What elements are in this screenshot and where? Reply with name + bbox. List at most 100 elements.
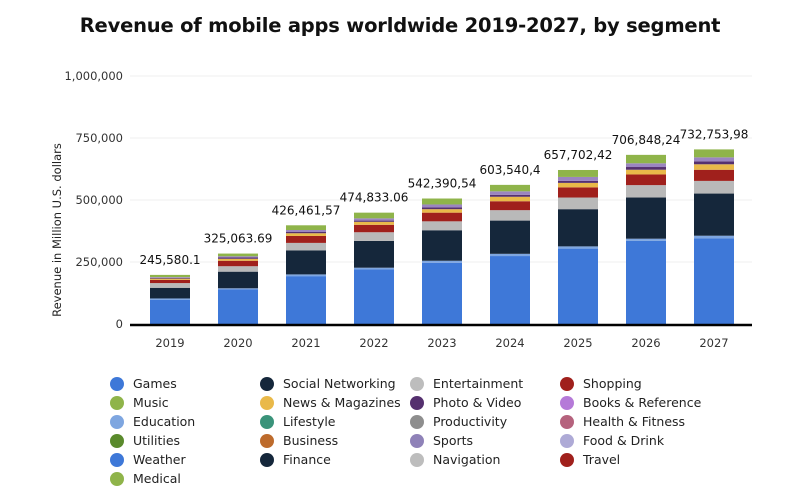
bar-segment-photo-video bbox=[422, 207, 462, 210]
bar-segment-shopping bbox=[422, 212, 462, 222]
bar-segment-education bbox=[558, 246, 598, 249]
bar-segment-photo-video bbox=[286, 231, 326, 234]
bar-segment-news-magazines bbox=[694, 164, 734, 170]
legend-item: Utilities bbox=[110, 432, 260, 449]
bar-segment-social-networking bbox=[490, 220, 530, 254]
bar-segment-games bbox=[150, 299, 190, 324]
bar-segment-education bbox=[354, 267, 394, 270]
bar-segment-books-reference bbox=[626, 163, 666, 168]
bar-segment-education bbox=[422, 260, 462, 263]
legend-dot-icon bbox=[110, 433, 124, 448]
x-tick-label: 2021 bbox=[291, 336, 320, 350]
legend-item: Social Networking bbox=[260, 375, 410, 392]
bar-segment-entertainment bbox=[490, 210, 530, 221]
bar-segment-shopping bbox=[490, 201, 530, 211]
bar-segment-music bbox=[490, 184, 530, 192]
bar-segment-news-magazines bbox=[490, 196, 530, 202]
x-tick-label: 2027 bbox=[699, 336, 728, 350]
total-value-label: 542,390,54 bbox=[408, 177, 477, 191]
x-tick-label: 2020 bbox=[223, 336, 252, 350]
total-value-label: 245,580.1 bbox=[139, 253, 200, 267]
bar-segment-education bbox=[218, 288, 258, 290]
legend-dot-icon bbox=[410, 395, 424, 410]
legend-item: Education bbox=[110, 413, 260, 430]
legend-label: Food & Drink bbox=[583, 433, 665, 448]
bar-segment-news-magazines bbox=[422, 209, 462, 213]
bar-segment-news-magazines bbox=[218, 258, 258, 261]
legend-dot-icon bbox=[260, 452, 274, 467]
bar-segment-photo-video bbox=[626, 167, 666, 170]
bar-segment-social-networking bbox=[694, 193, 734, 236]
bar-segment-social-networking bbox=[558, 209, 598, 247]
legend-label: Health & Fitness bbox=[583, 414, 686, 429]
bar-segment-shopping bbox=[286, 235, 326, 243]
x-tick-label: 2022 bbox=[359, 336, 388, 350]
bar-segment-books-reference bbox=[150, 277, 190, 278]
bar-segment-entertainment bbox=[558, 197, 598, 210]
bar-segment-games bbox=[218, 289, 258, 324]
legend-dot-icon bbox=[260, 376, 274, 391]
bar-segment-photo-video bbox=[490, 194, 530, 197]
bar-segment-music bbox=[150, 274, 190, 278]
total-value-label: 474,833.06 bbox=[340, 191, 409, 205]
legend-label: Shopping bbox=[583, 376, 642, 391]
bar-segment-social-networking bbox=[626, 197, 666, 239]
x-tick-label: 2024 bbox=[495, 336, 524, 350]
bar-segment-games bbox=[422, 262, 462, 324]
legend-label: Entertainment bbox=[433, 376, 524, 391]
bar-segment-games bbox=[626, 240, 666, 324]
legend-item: Travel bbox=[560, 451, 710, 468]
legend-label: Books & Reference bbox=[583, 395, 702, 410]
legend-label: Travel bbox=[583, 452, 621, 467]
bar-segment-music bbox=[626, 154, 666, 164]
legend-dot-icon bbox=[560, 452, 574, 467]
legend-item: Photo & Video bbox=[410, 394, 560, 411]
legend-dot-icon bbox=[110, 395, 124, 410]
bar-segment-social-networking bbox=[422, 230, 462, 261]
total-value-label: 706,848,24 bbox=[612, 133, 681, 147]
legend-item: Weather bbox=[110, 451, 260, 468]
legend-dot-icon bbox=[110, 471, 124, 486]
bar-segment-social-networking bbox=[286, 250, 326, 275]
legend-dot-icon bbox=[560, 433, 574, 448]
legend-dot-icon bbox=[560, 395, 574, 410]
bar-segment-photo-video bbox=[694, 161, 734, 165]
legend-label: Education bbox=[133, 414, 196, 429]
bar-segment-news-magazines bbox=[286, 233, 326, 236]
bar-segment-shopping bbox=[558, 187, 598, 198]
legend-item: Navigation bbox=[410, 451, 560, 468]
bar-segment-music bbox=[218, 253, 258, 257]
bar-segment-entertainment bbox=[150, 283, 190, 288]
legend-item: Lifestyle bbox=[260, 413, 410, 430]
bar-segment-education bbox=[694, 235, 734, 239]
legend-dot-icon bbox=[260, 395, 274, 410]
stacked-bar-chart: 0 250,000 500,000 750,000 1,000,000 245,580.… bbox=[50, 69, 752, 350]
bar-segment-photo-video bbox=[150, 277, 190, 279]
bar-segment-news-magazines bbox=[626, 169, 666, 175]
legend-item: Productivity bbox=[410, 413, 560, 430]
legend-item: Medical bbox=[110, 470, 260, 487]
legend-label: Weather bbox=[133, 452, 186, 467]
bar-segment-music bbox=[286, 225, 326, 231]
y-tick-label: 750,000 bbox=[75, 131, 123, 145]
bar-segment-shopping bbox=[626, 174, 666, 186]
legend: Games Social Networking Entertainment Shopp… bbox=[110, 375, 750, 487]
total-value-label: 325,063.69 bbox=[204, 232, 273, 246]
bar-segment-entertainment bbox=[422, 221, 462, 231]
legend-label: Business bbox=[283, 433, 339, 448]
bar-segment-photo-video bbox=[354, 220, 394, 222]
total-value-label: 603,540,4 bbox=[479, 163, 540, 177]
legend-dot-icon bbox=[410, 433, 424, 448]
legend-label: News & Magazines bbox=[283, 395, 401, 410]
bar-segment-books-reference bbox=[558, 176, 598, 181]
legend-item: News & Magazines bbox=[260, 394, 410, 411]
bar-segment-social-networking bbox=[150, 287, 190, 299]
bar-segment-entertainment bbox=[694, 180, 734, 194]
bar-segment-shopping bbox=[218, 260, 258, 267]
bar-segment-games bbox=[694, 238, 734, 324]
legend-dot-icon bbox=[110, 376, 124, 391]
y-tick-label: 1,000,000 bbox=[64, 69, 123, 83]
legend-dot-icon bbox=[410, 452, 424, 467]
legend-dot-icon bbox=[560, 414, 574, 429]
legend-dot-icon bbox=[410, 414, 424, 429]
